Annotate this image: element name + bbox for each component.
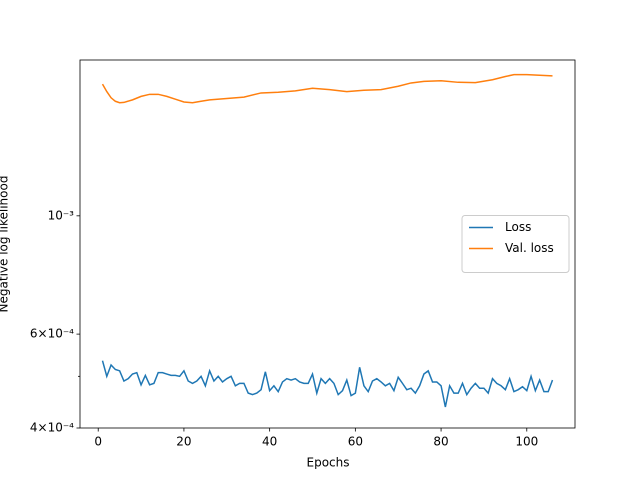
legend-label: Val. loss <box>505 241 554 255</box>
x-tick-label: 20 <box>176 435 191 449</box>
legend-box <box>461 215 570 273</box>
x-tick-label: 100 <box>515 435 538 449</box>
x-axis-label: Epochs <box>307 456 350 470</box>
y-axis-label: Negative log likelihood <box>0 176 11 313</box>
y-tick-label: 10⁻³ <box>48 208 75 222</box>
series-line <box>101 360 554 408</box>
x-tick-label: 80 <box>433 435 448 449</box>
y-tick-label: 6×10⁻⁴ <box>30 327 74 341</box>
x-tick-label: 0 <box>94 435 102 449</box>
plot-frame <box>79 59 576 429</box>
x-tick-label: 40 <box>262 435 277 449</box>
x-tick-label: 60 <box>348 435 363 449</box>
series-line <box>101 73 553 104</box>
y-tick-label: 4×10⁻⁴ <box>30 421 74 435</box>
legend-label: Loss <box>505 220 531 234</box>
